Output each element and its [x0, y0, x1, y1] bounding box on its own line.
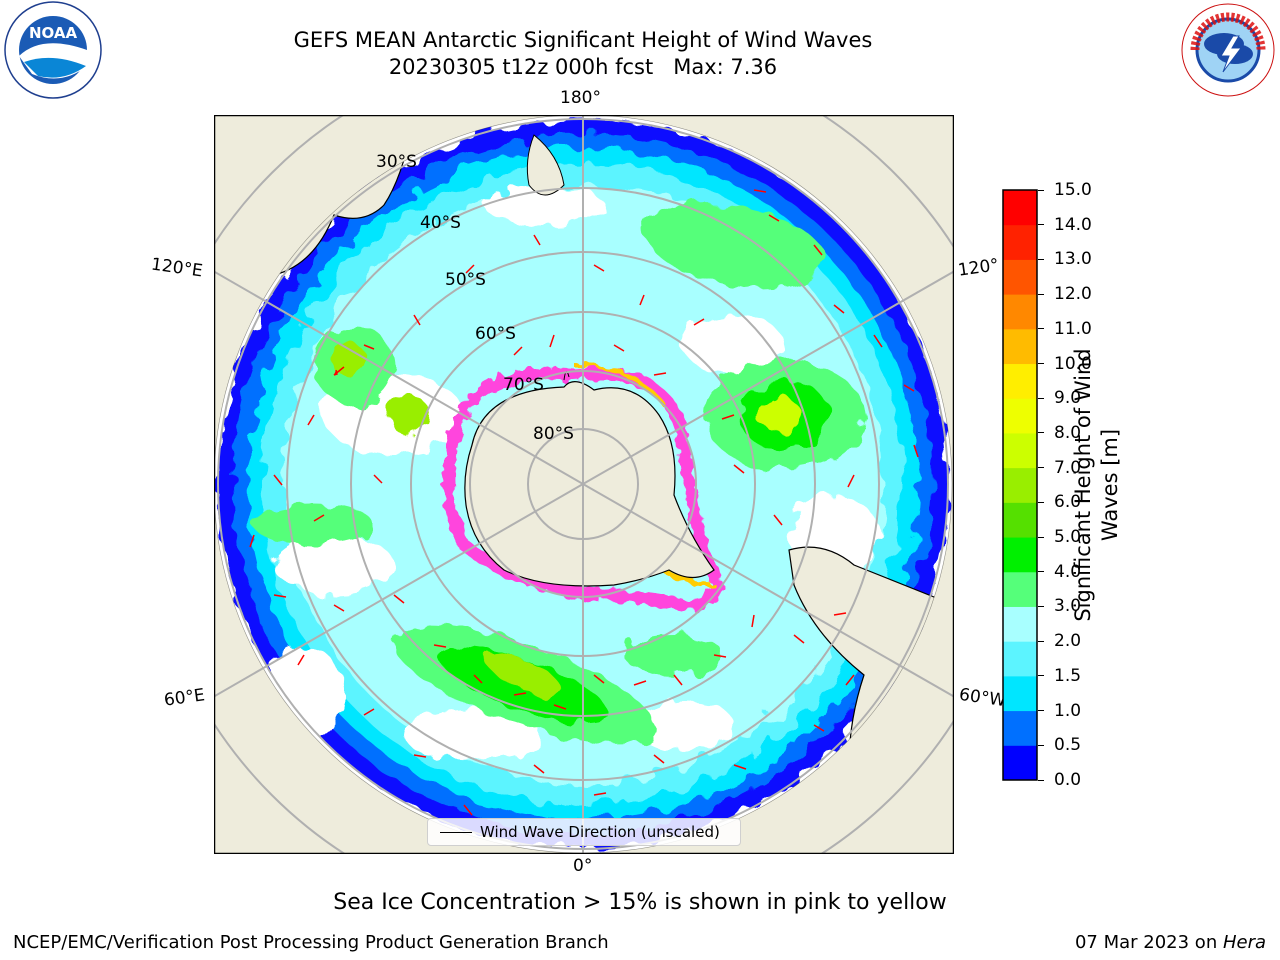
- lon-label-top: 180°: [560, 88, 601, 108]
- colorbar-tick-mark: [1038, 432, 1044, 434]
- antarctica-landmass: [464, 381, 715, 587]
- colorbar-tick-label: 11.0: [1054, 318, 1092, 339]
- legend-label: Wind Wave Direction (unscaled): [480, 823, 720, 841]
- wind-wave-arrows: [249, 189, 919, 816]
- colorbar-tick-label: 6.0: [1054, 492, 1082, 513]
- colorbar-tick-label: 2.0: [1054, 631, 1082, 652]
- lat-label-50s: 50°S: [445, 270, 486, 290]
- colorbar-tick-label: 1.0: [1054, 700, 1082, 721]
- legend-line-swatch: [440, 832, 472, 833]
- colorbar-tick-mark: [1038, 640, 1044, 642]
- colorbar-tick-label: 3.0: [1054, 596, 1082, 617]
- footer-credit: NCEP/EMC/Verification Post Processing Pr…: [13, 932, 609, 953]
- colorbar-segment: [1003, 190, 1037, 226]
- colorbar-tick-mark: [1038, 779, 1044, 781]
- lat-label-60s: 60°S: [475, 324, 516, 344]
- colorbar-segment: [1003, 363, 1037, 399]
- lon-label-upper-right: 120°: [956, 255, 1001, 281]
- colorbar-tick-mark: [1038, 293, 1044, 295]
- chart-title: GEFS MEAN Antarctic Significant Height o…: [293, 28, 873, 52]
- lon-label-lower-right: 60°W: [957, 684, 1008, 712]
- colorbar-tick-mark: [1038, 258, 1044, 260]
- sea-ice-caption: Sea Ice Concentration > 15% is shown in …: [333, 890, 947, 915]
- colorbar: [1002, 189, 1038, 781]
- chart-subtitle: 20230305 t12z 000h fcst Max: 7.36: [388, 55, 778, 79]
- colorbar-segment: [1003, 641, 1037, 677]
- colorbar-tick-label: 12.0: [1054, 284, 1092, 305]
- colorbar-tick-label: 4.0: [1054, 561, 1082, 582]
- colorbar-tick-mark: [1038, 189, 1044, 191]
- lat-label-40s: 40°S: [420, 213, 461, 233]
- colorbar-segment: [1003, 467, 1037, 503]
- colorbar-tick-mark: [1038, 467, 1044, 469]
- svg-text:NOAA: NOAA: [29, 24, 78, 42]
- colorbar-tick-mark: [1038, 536, 1044, 538]
- colorbar-segment: [1003, 259, 1037, 295]
- colorbar-tick-mark: [1038, 744, 1044, 746]
- colorbar-tick-mark: [1038, 710, 1044, 712]
- lat-label-80s: 80°S: [533, 424, 574, 444]
- colorbar-tick-mark: [1038, 224, 1044, 226]
- colorbar-segment: [1003, 398, 1037, 434]
- colorbar-tick-label: 1.5: [1054, 665, 1082, 686]
- colorbar-tick-mark: [1038, 328, 1044, 330]
- antarctic-wave-map: [214, 115, 954, 854]
- footer-machine: Hera: [1222, 932, 1266, 953]
- colorbar-segment: [1003, 224, 1037, 260]
- new-zealand-landmass: [526, 134, 565, 196]
- colorbar-tick-mark: [1038, 571, 1044, 573]
- lon-label-upper-left: 120°E: [149, 254, 204, 282]
- colorbar-tick-mark: [1038, 501, 1044, 503]
- colorbar-tick-label: 5.0: [1054, 527, 1082, 548]
- colorbar-tick-label: 14.0: [1054, 214, 1092, 235]
- colorbar-tick-mark: [1038, 397, 1044, 399]
- graticule: [214, 115, 954, 854]
- colorbar-tick-mark: [1038, 675, 1044, 677]
- colorbar-segment: [1003, 710, 1037, 746]
- colorbar-segment: [1003, 675, 1037, 712]
- colorbar-segment: [1003, 432, 1037, 469]
- colorbar-segment: [1003, 294, 1037, 330]
- colorbar-label: Significant Height of Wind Waves [m]: [1071, 348, 1122, 622]
- lon-label-lower-left: 60°E: [162, 685, 207, 711]
- map-legend: Wind Wave Direction (unscaled): [427, 818, 741, 846]
- colorbar-segment: [1003, 571, 1037, 607]
- colorbar-segment: [1003, 745, 1037, 781]
- lat-label-30s: 30°S: [376, 152, 417, 172]
- noaa-logo: NOAA: [4, 1, 102, 99]
- lon-label-bottom: 0°: [573, 856, 593, 876]
- colorbar-tick-label: 7.0: [1054, 457, 1082, 478]
- colorbar-tick-label: 15.0: [1054, 180, 1092, 200]
- colorbar-segment: [1003, 328, 1037, 365]
- colorbar-tick-mark: [1038, 363, 1044, 365]
- colorbar-segment: [1003, 537, 1037, 573]
- colorbar-segment: [1003, 606, 1037, 642]
- colorbar-segment: [1003, 502, 1037, 538]
- colorbar-tick-label: 0.5: [1054, 735, 1082, 756]
- colorbar-tick-label: 8.0: [1054, 422, 1082, 443]
- footer-date: 07 Mar 2023 on Hera: [1074, 932, 1266, 953]
- colorbar-tick-mark: [1038, 605, 1044, 607]
- colorbar-tick-label: 0.0: [1054, 770, 1082, 790]
- lat-label-70s: 70°S: [503, 375, 544, 395]
- colorbar-tick-label: 13.0: [1054, 249, 1092, 270]
- colorbar-tick-label: 9.0: [1054, 388, 1082, 409]
- nws-logo: [1181, 3, 1275, 97]
- colorbar-tick-label: 10.0: [1054, 353, 1092, 374]
